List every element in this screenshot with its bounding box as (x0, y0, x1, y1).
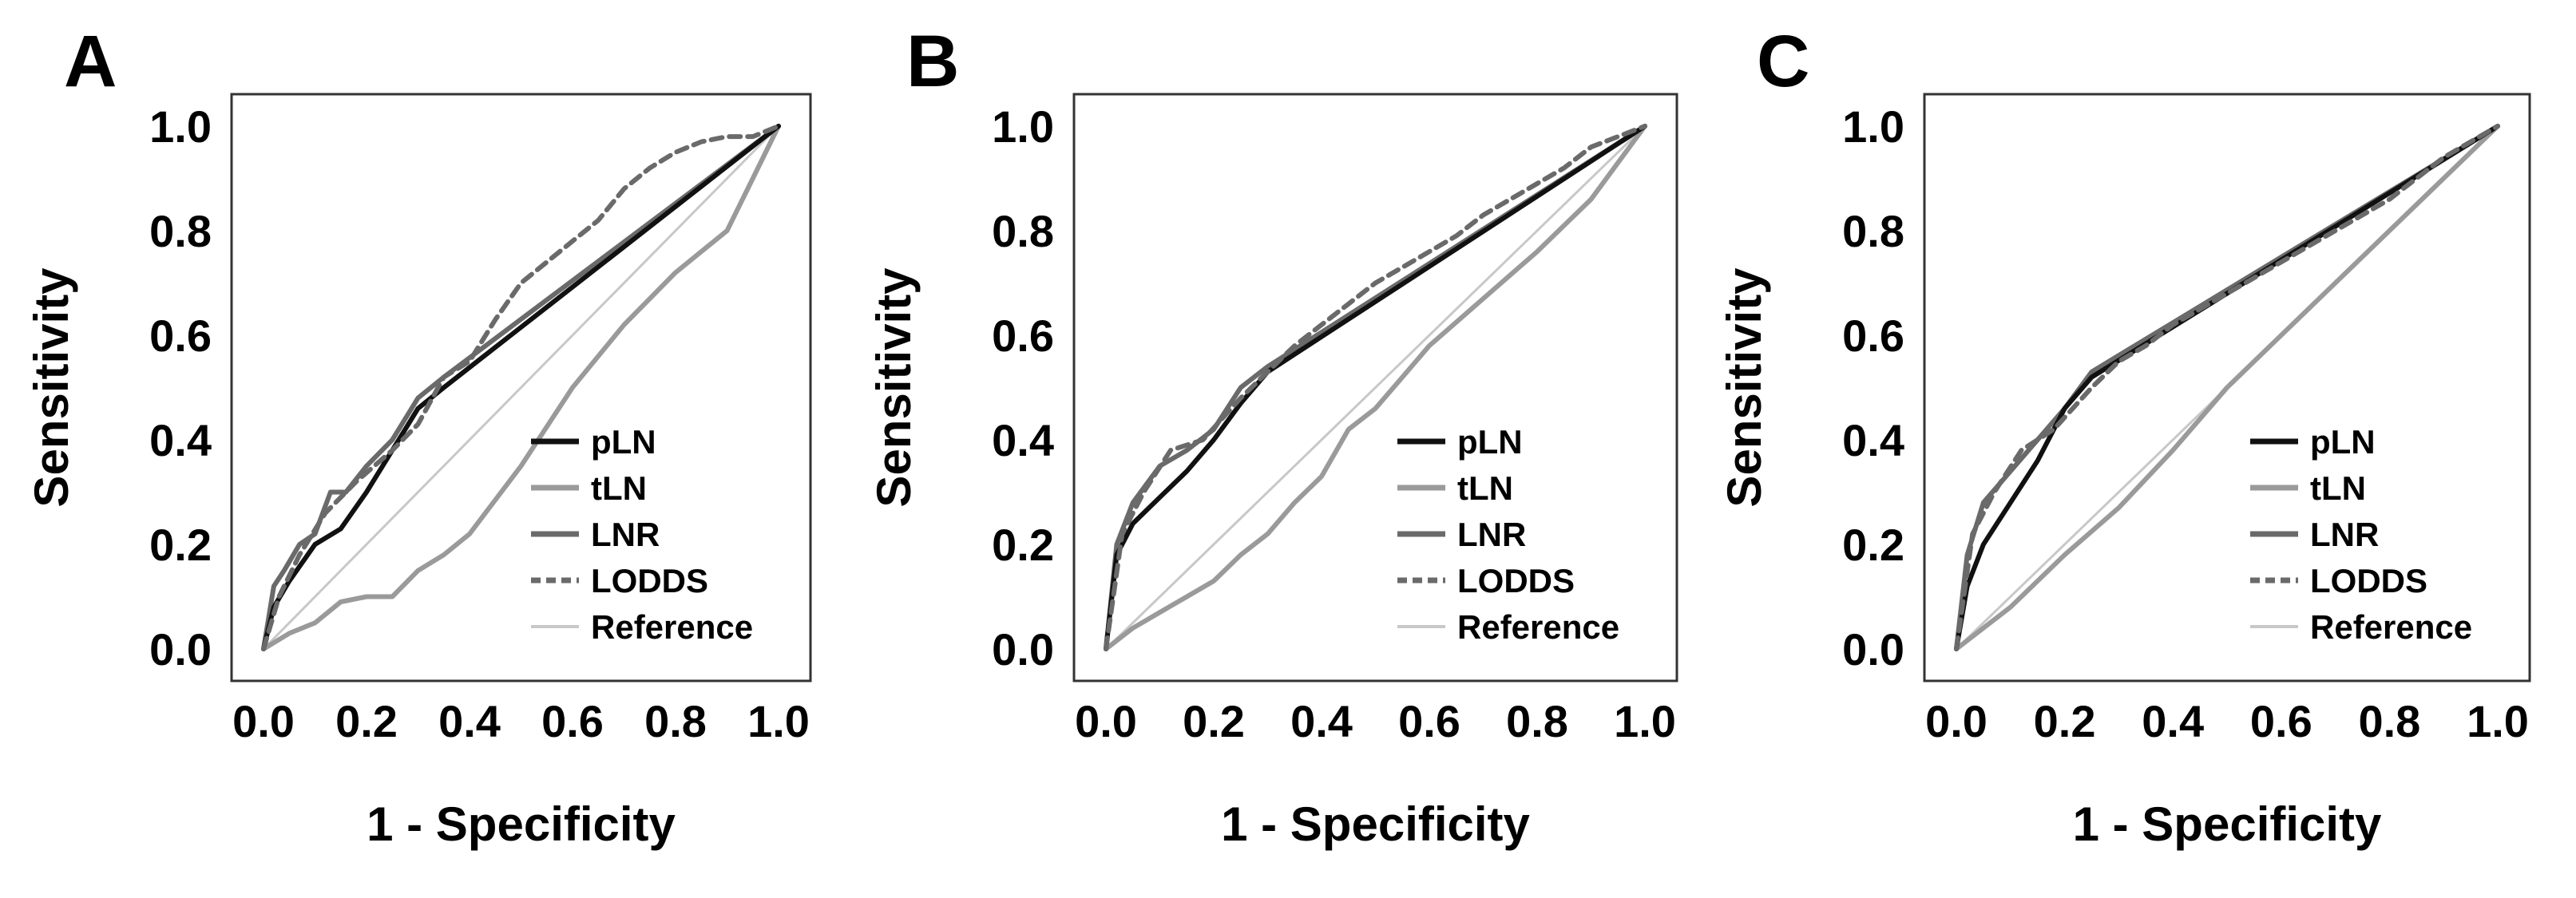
legend-label-reference: Reference (1457, 608, 1619, 646)
series-tln (1104, 124, 1647, 651)
x-tick-label: 1.0 (1614, 696, 1676, 746)
legend: pLN tLN LNR LODDS Reference (2250, 423, 2472, 646)
x-tick-label: 0.6 (1398, 696, 1460, 746)
x-axis-title: 1 - Specificity (1221, 797, 1530, 851)
y-tick-label: 0.6 (149, 311, 212, 361)
x-axis-title: 1 - Specificity (367, 797, 676, 851)
y-tick-label: 1.0 (992, 101, 1054, 152)
legend-label-lnr: LNR (1457, 516, 1526, 553)
y-tick-label: 0.4 (1842, 415, 1904, 465)
x-tick-label: 0.0 (1925, 696, 1987, 746)
series-reference (262, 125, 780, 651)
legend: pLN tLN LNR LODDS Reference (1397, 423, 1619, 646)
y-axis-title: Sensitivity (1718, 267, 1771, 508)
y-tick-label: 0.8 (992, 206, 1054, 256)
series-tln (261, 124, 781, 651)
legend-label-reference: Reference (591, 608, 753, 646)
plot-frame (230, 93, 812, 682)
x-tick-label: 0.0 (232, 696, 295, 746)
legend-label-pln: pLN (2310, 423, 2376, 461)
x-tick-label: 0.8 (2358, 696, 2420, 746)
y-tick-label: 0.4 (992, 415, 1054, 465)
y-axis-title: Sensitivity (867, 267, 921, 508)
series-tln (1954, 124, 2500, 651)
y-tick-label: 1.0 (149, 101, 212, 152)
series-lnr (261, 124, 781, 651)
panel-c: C 0.0 0.2 0.4 0.6 0.8 1.0 0.0 0.2 0.4 0.6 0.8 1.0 1 -… (1718, 21, 2531, 851)
y-tick-label: 0.8 (149, 206, 212, 256)
y-tick-label: 0.0 (1842, 624, 1904, 674)
legend-label-pln: pLN (591, 423, 656, 461)
plot-frame (1072, 93, 1678, 682)
series-lodds (1954, 124, 2500, 651)
y-tick-label: 0.2 (149, 520, 212, 570)
y-tick-label: 0.6 (992, 311, 1054, 361)
x-tick-label: 0.6 (541, 696, 604, 746)
x-tick-label: 0.8 (644, 696, 707, 746)
x-tick-label: 0.8 (1506, 696, 1568, 746)
panel-letter: C (1757, 21, 1809, 102)
x-tick-label: 1.0 (2467, 696, 2529, 746)
y-tick-label: 0.0 (992, 624, 1054, 674)
legend-label-tln: tLN (591, 469, 647, 507)
x-tick-label: 0.0 (1075, 696, 1137, 746)
x-tick-label: 0.2 (335, 696, 398, 746)
series-lodds (1104, 124, 1647, 651)
legend-label-lodds: LODDS (2310, 562, 2427, 599)
legend-label-lnr: LNR (591, 516, 660, 553)
y-tick-label: 0.0 (149, 624, 212, 674)
x-tick-label: 0.4 (1290, 696, 1353, 746)
legend-label-lnr: LNR (2310, 516, 2379, 553)
y-tick-label: 0.2 (992, 520, 1054, 570)
series-reference (1104, 125, 1647, 651)
x-axis-title: 1 - Specificity (2073, 797, 2382, 851)
x-tick-label: 1.0 (747, 696, 810, 746)
y-tick-label: 0.2 (1842, 520, 1904, 570)
y-tick-label: 0.6 (1842, 311, 1904, 361)
panel-b: B 0.0 0.2 0.4 0.6 0.8 1.0 0.0 0.2 0.4 0.6 0.8 1.0 1 -… (867, 21, 1678, 851)
x-tick-label: 0.2 (2034, 696, 2096, 746)
x-tick-label: 0.4 (438, 696, 501, 746)
panel-a: A 0.0 0.2 0.4 0.6 0.8 1.0 0.0 0.2 0.4 0.6 0.8 1.0 1 -… (25, 21, 812, 851)
panel-letter: A (64, 21, 117, 102)
series-lodds (261, 124, 781, 651)
plot-frame (1923, 93, 2531, 682)
legend: pLN tLN LNR LODDS Reference (531, 423, 753, 646)
legend-label-tln: tLN (2310, 469, 2366, 507)
legend-label-reference: Reference (2310, 608, 2472, 646)
series-pln (1104, 124, 1647, 651)
series-pln (1954, 124, 2500, 651)
y-tick-label: 1.0 (1842, 101, 1904, 152)
y-axis-title: Sensitivity (25, 267, 78, 508)
legend-label-lodds: LODDS (591, 562, 708, 599)
legend-label-tln: tLN (1457, 469, 1513, 507)
x-tick-label: 0.2 (1183, 696, 1245, 746)
legend-label-lodds: LODDS (1457, 562, 1575, 599)
legend-label-pln: pLN (1457, 423, 1523, 461)
x-tick-label: 0.4 (2142, 696, 2204, 746)
y-tick-label: 0.4 (149, 415, 212, 465)
y-tick-label: 0.8 (1842, 206, 1904, 256)
panel-letter: B (906, 21, 959, 102)
x-tick-label: 0.6 (2250, 696, 2312, 746)
